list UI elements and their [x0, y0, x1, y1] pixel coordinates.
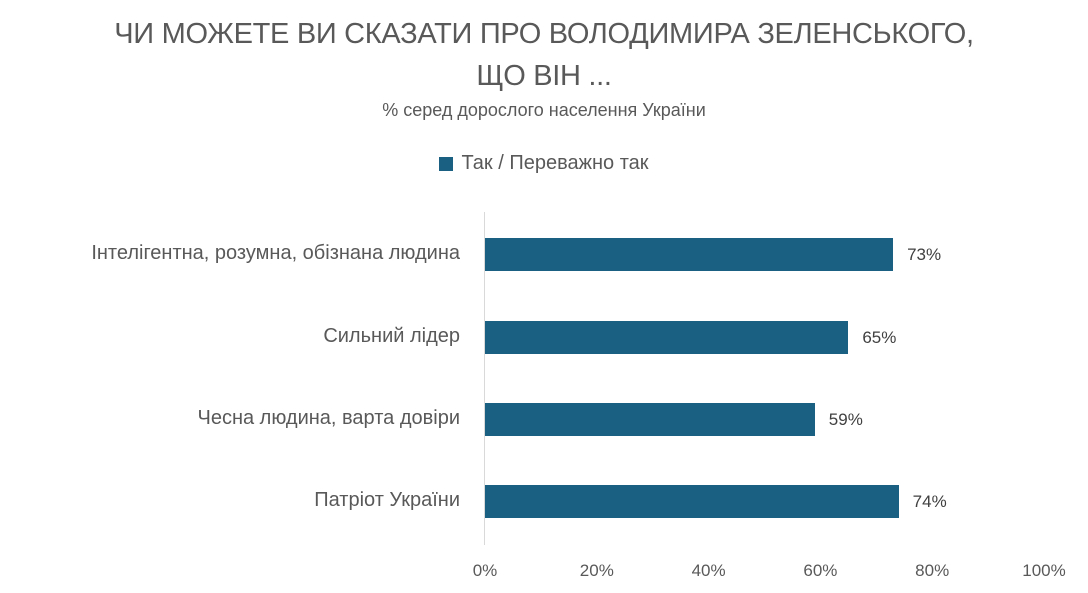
x-axis-tick-label: 100%: [1022, 561, 1066, 580]
legend-label: Так / Переважно так: [461, 152, 649, 174]
category-label: Інтелігентна, розумна, обізнана людина: [91, 242, 460, 264]
chart-title-line-1: ЧИ МОЖЕТЕ ВИ СКАЗАТИ ПРО ВОЛОДИМИРА ЗЕЛЕ…: [114, 18, 974, 50]
category-label: Чесна людина, варта довіри: [197, 407, 460, 429]
bar: [485, 321, 849, 354]
bar: [485, 403, 815, 436]
bar: [485, 238, 894, 271]
chart-subtitle: % серед дорослого населення України: [382, 100, 706, 120]
legend-swatch-icon: [439, 156, 454, 171]
bar-value-label: 65%: [862, 328, 897, 347]
bar-value-label: 59%: [828, 410, 863, 429]
bar: [485, 485, 899, 518]
category-label: Сильний лідер: [323, 325, 460, 347]
x-axis-tick-label: 0%: [472, 561, 498, 580]
bar-value-label: 74%: [912, 492, 947, 511]
x-axis-tick-label: 40%: [691, 561, 726, 580]
y-axis-line: [484, 212, 485, 545]
x-axis-tick-label: 80%: [915, 561, 950, 580]
x-axis-tick-label: 60%: [803, 561, 838, 580]
category-label: Патріот України: [314, 489, 460, 511]
bar-value-label: 73%: [907, 245, 942, 264]
x-axis-tick-label: 20%: [579, 561, 614, 580]
chart-title-line-2: ЩО ВІН ...: [476, 60, 612, 92]
legend: Так / Переважно так: [0, 152, 1088, 175]
